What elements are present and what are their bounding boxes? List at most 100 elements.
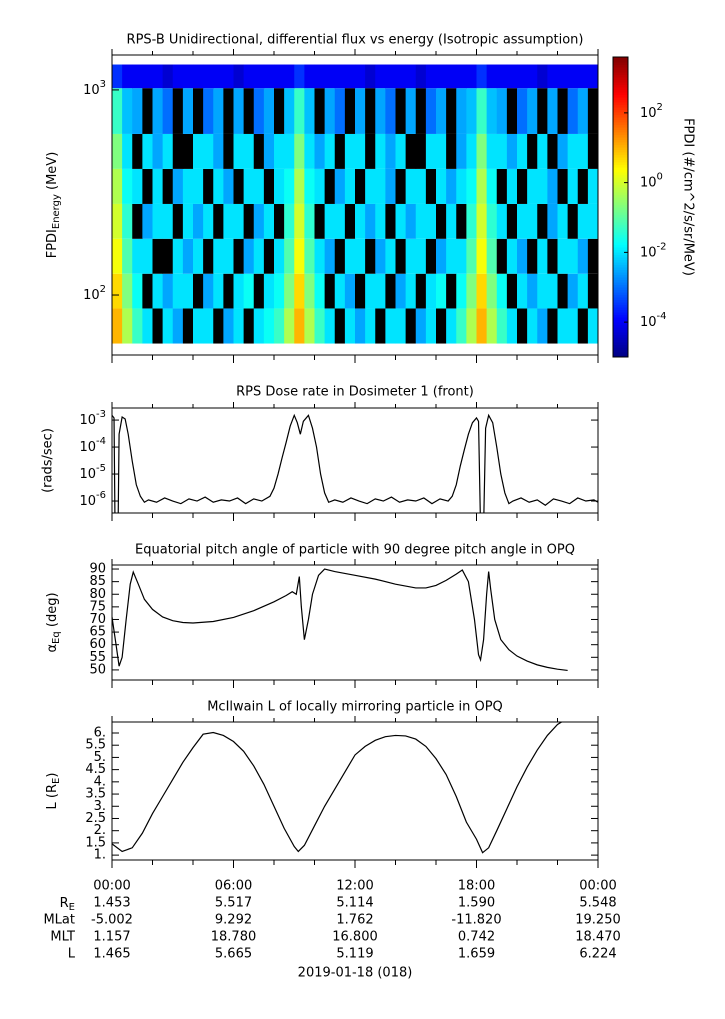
- plot-frame: [111, 721, 599, 861]
- colorbar-swatch: [613, 219, 628, 223]
- heatmap-cell: [182, 64, 194, 89]
- plot-frame: [111, 407, 599, 514]
- colorbar-swatch: [613, 239, 628, 243]
- heatmap-cell: [172, 133, 184, 169]
- colorbar-tick-label: 10-4​: [640, 311, 667, 330]
- heatmap-cell: [132, 238, 143, 274]
- y-tick-label: 65: [89, 625, 106, 640]
- ephemeris-value: 1.453: [93, 896, 130, 911]
- heatmap-cell: [405, 238, 417, 274]
- colorbar-swatch: [613, 259, 628, 263]
- colorbar-swatch: [613, 234, 628, 238]
- heatmap-cell: [152, 88, 164, 134]
- colorbar-swatch: [613, 174, 628, 178]
- heatmap-cell: [324, 88, 336, 134]
- heatmap-cell: [213, 273, 224, 309]
- heatmap-cell: [253, 133, 265, 169]
- colorbar-swatch: [613, 214, 628, 218]
- panel-title: McIlwain L of locally mirroring particle…: [207, 700, 503, 715]
- heatmap-cell: [567, 168, 579, 204]
- colorbar-swatch: [613, 317, 628, 320]
- heatmap-cell: [395, 238, 407, 274]
- y-tick-label: 10-5​: [79, 463, 106, 482]
- heatmap-cell: [142, 203, 153, 239]
- heatmap-cell: [294, 203, 305, 239]
- heatmap-cell: [142, 88, 153, 134]
- colorbar-swatch: [613, 207, 628, 210]
- colorbar-swatch: [613, 344, 628, 348]
- data-line: [112, 413, 598, 513]
- heatmap-cell: [486, 238, 498, 274]
- heatmap-cell: [375, 273, 386, 309]
- panel-title: RPS Dose rate in Dosimeter 1 (front): [236, 385, 474, 400]
- y-tick-label: 4.5: [85, 762, 106, 777]
- colorbar-swatch: [613, 87, 628, 90]
- colorbar-swatch: [613, 302, 628, 305]
- heatmap-cell: [122, 88, 133, 134]
- heatmap-cell: [506, 88, 518, 134]
- heatmap-cell: [355, 133, 366, 169]
- heatmap-cell: [344, 64, 356, 89]
- colorbar-swatch: [613, 319, 628, 323]
- colorbar-swatch: [613, 59, 628, 63]
- heatmap-cell: [233, 133, 245, 169]
- heatmap-cell: [496, 203, 508, 239]
- heatmap-cell: [486, 88, 498, 134]
- heatmap-cell: [233, 64, 245, 89]
- heatmap-cell: [496, 88, 508, 134]
- heatmap-cell: [456, 203, 467, 239]
- heatmap-cell: [517, 88, 528, 134]
- heatmap-cell: [436, 133, 447, 169]
- heatmap-cell: [344, 168, 356, 204]
- heatmap-cell: [517, 203, 528, 239]
- heatmap-cell: [415, 273, 427, 309]
- heatmap-cell: [263, 203, 275, 239]
- heatmap-cell: [496, 133, 508, 169]
- plot-area: [112, 413, 598, 513]
- heatmap-cell: [284, 133, 295, 169]
- colorbar-swatch: [613, 79, 628, 83]
- colorbar-swatch: [613, 244, 628, 248]
- heatmap-cell: [466, 133, 477, 169]
- heatmap-cell: [253, 308, 265, 344]
- heatmap-cell: [506, 308, 518, 344]
- colorbar-swatch: [613, 209, 628, 213]
- colorbar-swatch: [613, 147, 628, 150]
- y-tick-label: 3.5: [85, 787, 106, 802]
- y-tick-label: 10-6​: [79, 490, 106, 509]
- heatmap-cell: [182, 273, 194, 309]
- colorbar-swatch: [613, 294, 628, 298]
- y-tick-label: 4.: [94, 774, 106, 789]
- heatmap-cell: [132, 168, 143, 204]
- colorbar-swatch: [613, 109, 628, 113]
- heatmap-cell: [122, 238, 133, 274]
- heatmap-cell: [314, 238, 326, 274]
- heatmap-cell: [385, 308, 396, 344]
- ephemeris-row-label: RE​: [60, 896, 75, 914]
- heatmap-cell: [182, 238, 194, 274]
- heatmap-cell: [182, 168, 194, 204]
- heatmap-cell: [132, 64, 143, 89]
- colorbar-swatch: [613, 77, 628, 80]
- heatmap-cell: [375, 133, 386, 169]
- colorbar-swatch: [613, 99, 628, 103]
- heatmap-cell: [172, 238, 184, 274]
- heatmap-cell: [587, 64, 598, 89]
- heatmap-cell: [476, 133, 488, 169]
- heatmap-cell: [203, 203, 214, 239]
- colorbar-swatch: [613, 222, 628, 225]
- heatmap-cell: [274, 133, 285, 169]
- heatmap-cell: [395, 133, 407, 169]
- heatmap-cell: [274, 168, 285, 204]
- colorbar-swatch: [613, 72, 628, 75]
- colorbar-swatch: [613, 299, 628, 303]
- heatmap-cell: [213, 133, 224, 169]
- panel-title: Equatorial pitch angle of particle with …: [135, 543, 575, 558]
- heatmap-cell: [375, 238, 386, 274]
- heatmap-cell: [152, 64, 164, 89]
- heatmap-cell: [152, 238, 164, 274]
- heatmap-cell: [324, 168, 336, 204]
- heatmap-cell: [223, 64, 234, 89]
- colorbar-swatch: [613, 314, 628, 318]
- colorbar-swatch: [613, 182, 628, 185]
